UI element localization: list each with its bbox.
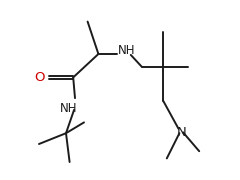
- Text: NH: NH: [118, 44, 135, 57]
- Text: O: O: [34, 71, 44, 84]
- Text: N: N: [177, 126, 187, 139]
- Text: NH: NH: [60, 102, 78, 114]
